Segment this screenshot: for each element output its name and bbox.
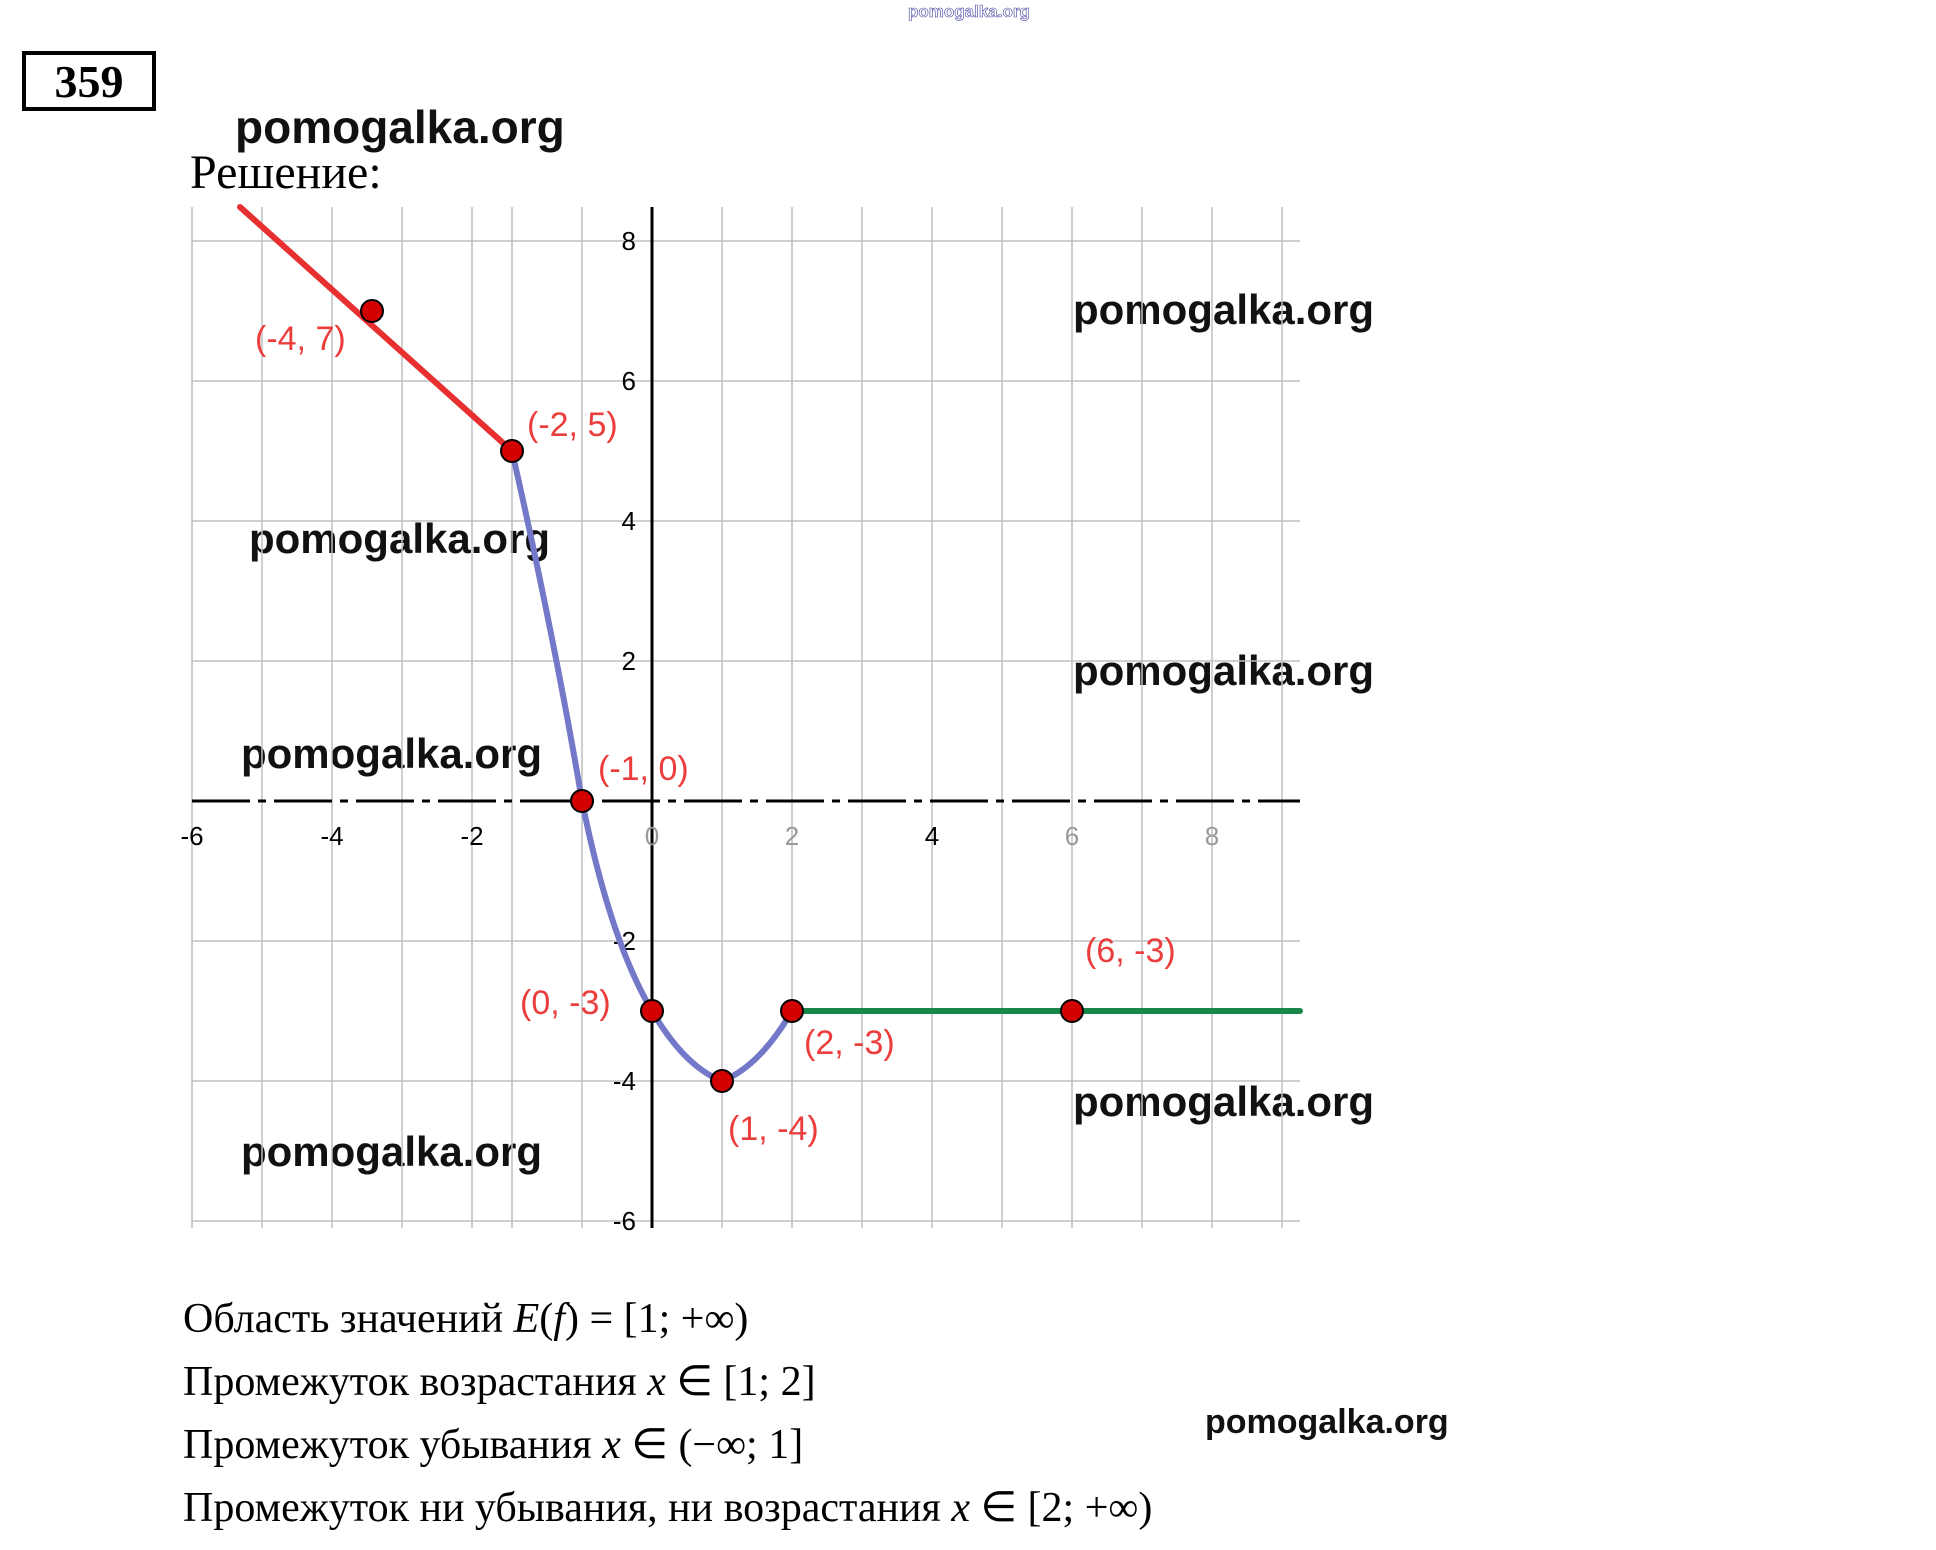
svg-text:-6: -6 bbox=[613, 1206, 636, 1236]
svg-text:4: 4 bbox=[925, 821, 939, 851]
svg-text:0: 0 bbox=[645, 821, 659, 851]
svg-text:(1, -4): (1, -4) bbox=[728, 1110, 819, 1148]
svg-text:2: 2 bbox=[785, 821, 799, 851]
svg-text:(-2, 5): (-2, 5) bbox=[527, 406, 618, 444]
svg-text:-6: -6 bbox=[180, 821, 203, 851]
svg-text:-4: -4 bbox=[613, 1066, 636, 1096]
svg-text:8: 8 bbox=[1205, 821, 1219, 851]
svg-text:4: 4 bbox=[622, 506, 636, 536]
svg-text:(2, -3): (2, -3) bbox=[804, 1024, 895, 1062]
svg-text:8: 8 bbox=[622, 226, 636, 256]
svg-text:2: 2 bbox=[622, 646, 636, 676]
svg-text:(6, -3): (6, -3) bbox=[1085, 932, 1176, 970]
svg-text:-4: -4 bbox=[320, 821, 343, 851]
svg-text:6: 6 bbox=[622, 366, 636, 396]
svg-text:(0, -3): (0, -3) bbox=[520, 984, 611, 1022]
svg-text:6: 6 bbox=[1065, 821, 1079, 851]
svg-text:(-4, 7): (-4, 7) bbox=[255, 320, 346, 358]
svg-text:(-1, 0): (-1, 0) bbox=[598, 750, 689, 788]
svg-text:-2: -2 bbox=[460, 821, 483, 851]
